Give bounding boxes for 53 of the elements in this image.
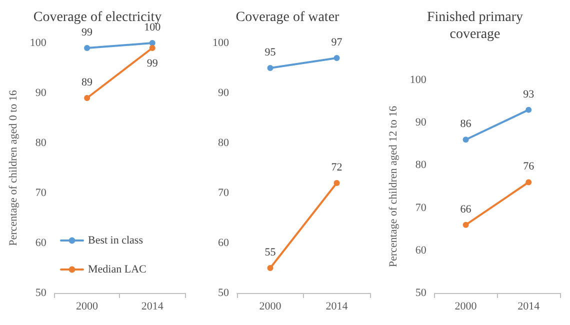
point <box>334 180 340 186</box>
y-tick-label: 60 <box>35 237 47 249</box>
point <box>149 45 156 51</box>
y-tick-label: 100 <box>212 37 230 49</box>
y-tick-label: 100 <box>410 74 427 86</box>
data-label: 76 <box>523 160 535 173</box>
point <box>526 106 532 113</box>
point <box>267 65 274 71</box>
y-tick-label: 80 <box>415 159 427 172</box>
x-tick-label: 2000 <box>259 300 282 312</box>
data-label: 66 <box>460 203 472 216</box>
y-tick-label: 80 <box>218 137 230 149</box>
y-tick-label: 60 <box>415 244 427 256</box>
point <box>462 136 469 143</box>
data-label: 55 <box>264 246 276 258</box>
point <box>267 265 274 271</box>
chart-title: Finished primary coverage <box>426 10 524 42</box>
chart-title: Coverage of water <box>236 10 340 25</box>
legend-label: Best in class <box>88 234 143 246</box>
y-tick-label: 90 <box>415 116 427 129</box>
y-tick-label: 70 <box>218 187 230 199</box>
y-tick-label: 60 <box>218 237 230 249</box>
x-tick-label: 2014 <box>141 300 164 312</box>
point <box>149 40 156 46</box>
y-tick-label: 80 <box>35 137 47 149</box>
y-axis-title: Percentage of children aged 0 to 16 <box>8 90 20 246</box>
point <box>526 179 532 186</box>
y-tick-label: 50 <box>415 287 427 299</box>
y-tick-label: 90 <box>35 87 47 99</box>
y-tick-label: 100 <box>30 37 47 49</box>
point <box>334 55 340 61</box>
y-tick-label: 70 <box>35 187 47 199</box>
y-tick-label: 90 <box>218 87 230 99</box>
point <box>84 95 90 101</box>
x-tick-label: 2014 <box>518 300 540 312</box>
x-tick-label: 2000 <box>76 300 99 312</box>
data-label: 89 <box>82 76 94 88</box>
data-label: 99 <box>82 26 94 38</box>
data-label: 72 <box>331 162 342 174</box>
x-tick-label: 2000 <box>454 300 478 312</box>
data-label: 99 <box>146 58 158 70</box>
y-tick-label: 70 <box>415 202 427 214</box>
y-axis-title: Percentage of children aged 12 to 16 <box>388 105 400 268</box>
y-tick-label: 50 <box>35 287 47 299</box>
data-label: 93 <box>523 88 535 100</box>
y-tick-label: 50 <box>218 287 230 299</box>
legend-label: Median LAC <box>88 264 146 276</box>
data-label: 86 <box>460 118 472 130</box>
data-label: 97 <box>331 36 343 48</box>
data-label: 95 <box>264 46 276 58</box>
x-tick-label: 2014 <box>326 300 348 312</box>
point <box>84 45 90 51</box>
point <box>462 222 469 228</box>
